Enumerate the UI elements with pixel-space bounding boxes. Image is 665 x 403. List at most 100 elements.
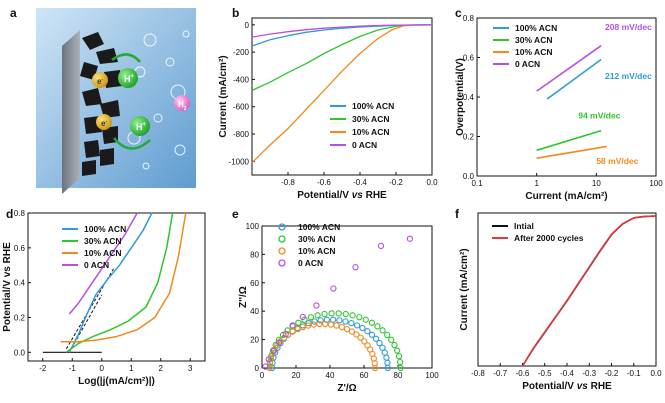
nyquist-point (338, 323, 346, 331)
series-line (251, 24, 433, 164)
nyquist-point (328, 310, 335, 317)
x-tick-label: -2 (39, 364, 47, 373)
nyquist-point (330, 285, 337, 292)
plot-frame (476, 17, 657, 177)
legend-marker (278, 235, 286, 243)
y-tick-label: 80 (250, 250, 259, 259)
nyquist-point (372, 335, 380, 342)
y-tick-label: 0.6 (14, 244, 26, 253)
nyquist-point (265, 356, 272, 363)
legend-label: 10% ACN (352, 127, 389, 137)
nyquist-point (374, 323, 381, 330)
series-line (60, 212, 187, 343)
nyquist-point (379, 327, 386, 334)
nyquist-point (342, 318, 349, 325)
nyquist-point (397, 358, 404, 366)
nyquist-point (397, 364, 404, 372)
y-tick-label: 0.8 (14, 209, 26, 218)
y-tick-label: -600 (233, 103, 250, 112)
x-axis-title: Z'/Ω (337, 383, 356, 394)
proton-label-2: H+ (136, 122, 147, 132)
series-line (251, 24, 433, 91)
nyquist-point (282, 330, 289, 338)
chart-panel-b: -0.8 -0.6 -0.4 -0.2 0.0 0 -200 -400 -600 -800 -100… (218, 17, 438, 201)
y-tick-label: 100 (246, 222, 260, 231)
nyquist-point (314, 312, 321, 319)
nyquist-point (289, 322, 296, 329)
y-tick-label: 0.6 (463, 54, 475, 63)
nyquist-point (376, 339, 383, 347)
nyquist-point (299, 313, 306, 321)
nyquist-point (384, 364, 391, 372)
proton-label-1: H+ (124, 74, 135, 84)
y-tick-label: 20 (250, 336, 259, 345)
legend-label: 0 ACN (298, 258, 323, 268)
legend-label: 30% ACN (298, 234, 335, 244)
nyquist-point (368, 331, 376, 338)
x-axis-title: Log(|j(mA/cm²)|) (78, 376, 155, 387)
y-tick-label: 0.2 (463, 133, 475, 142)
legend-marker (278, 259, 286, 267)
slope-label: 58 mV/dec (596, 156, 638, 166)
panel-letter-b: b (232, 6, 239, 20)
x-tick-label: -0.2 (605, 369, 619, 378)
y-tick-label: 0.8 (463, 14, 475, 23)
electrode-plate (62, 30, 80, 194)
x-tick-label: -0.4 (560, 369, 574, 378)
x-axis-title: Current (mA/cm²) (525, 191, 607, 202)
series-line (521, 215, 657, 367)
legend-label: 100% ACN (352, 101, 394, 111)
slope-label: 208 mV/dec (605, 22, 652, 32)
y-axis-title: Potential/V vs RHE (2, 242, 13, 332)
x-tick-label: -0.2 (389, 178, 403, 187)
nyquist-point (364, 328, 371, 335)
legend-label: 30% ACN (352, 114, 389, 124)
tafel-line (536, 145, 607, 159)
series-line (68, 212, 153, 353)
nyquist-point (289, 328, 296, 335)
slope-label: 212 mV/dec (605, 71, 652, 81)
nyquist-point (393, 347, 401, 354)
electron-label-1: e- (97, 77, 103, 86)
nyquist-point (348, 319, 355, 327)
panel-letter-d: d (6, 207, 13, 221)
legend-label: Intial (514, 221, 534, 231)
y-tick-label: -800 (233, 130, 250, 139)
x-tick-label: -0.8 (281, 178, 295, 187)
nyquist-point (311, 318, 318, 325)
nyquist-point (359, 324, 366, 332)
x-tick-label: -0.1 (627, 369, 641, 378)
x-tick-label: 0.0 (426, 178, 438, 187)
nyquist-point (353, 331, 360, 338)
x-tick-label: -1 (69, 364, 77, 373)
y-tick-label: 0 (245, 21, 250, 30)
y-tick-label: -1000 (229, 157, 250, 166)
nyquist-point (275, 339, 283, 346)
nyquist-point (349, 312, 356, 319)
nyquist-point (379, 344, 386, 351)
x-tick-label: 80 (394, 371, 403, 380)
legend-label: 10% ACN (84, 248, 121, 258)
chart-panel-f: -0.8 -0.7 -0.6 -0.5 -0.4 -0.3 -0.2 -0.1 0.0 Poten… (459, 212, 662, 392)
nyquist-point (295, 319, 302, 326)
x-tick-label: 40 (326, 371, 335, 380)
nyquist-point (342, 310, 349, 318)
plot-frame (27, 212, 206, 362)
electron-ball-1 (92, 72, 108, 88)
legend-marker (278, 223, 286, 231)
y-tick-label: 0.4 (14, 279, 26, 288)
nyquist-point (313, 302, 320, 309)
hydrogen-ball (174, 95, 190, 111)
y-tick-label: 40 (250, 307, 259, 316)
panel-letter-f: f (455, 207, 460, 221)
y-tick-label: 0 (255, 364, 260, 373)
x-tick-label: 1 (534, 179, 539, 188)
x-tick-label: 20 (292, 371, 301, 380)
panel-letter-e: e (232, 207, 239, 221)
legend-label: 30% ACN (84, 236, 121, 246)
x-axis-title: Potential/V vs RHE (297, 190, 387, 201)
x-tick-label: 0 (260, 371, 265, 380)
nyquist-point (317, 317, 324, 324)
charts-layer: -0.8 -0.6 -0.4 -0.2 0.00-200-400-600-800-100… (2, 14, 663, 394)
